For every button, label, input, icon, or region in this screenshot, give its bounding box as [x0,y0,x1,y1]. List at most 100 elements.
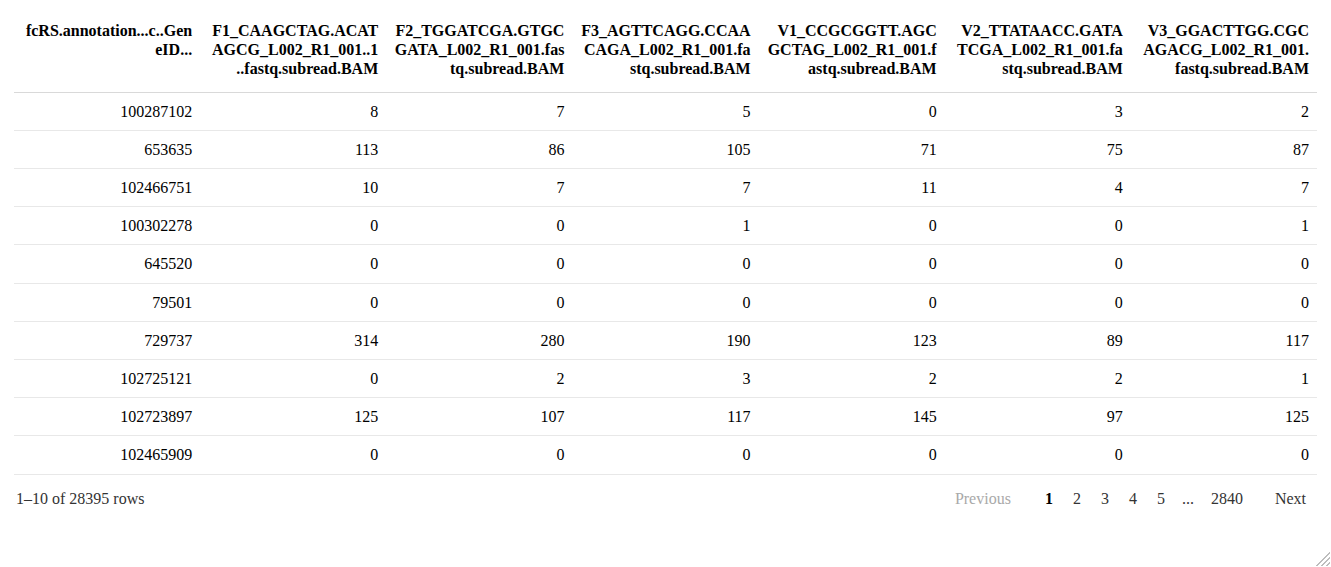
count-cell: 0 [386,436,572,474]
count-cell: 0 [572,283,758,321]
count-cell: 1 [1131,359,1317,397]
count-cell: 0 [386,207,572,245]
count-cell: 11 [759,169,945,207]
column-header-v1[interactable]: V1_CCGCGGTT.AGCGCTAG_L002_R1_001.fastq.s… [759,12,945,92]
table-row: 100287102 8 7 5 0 3 2 [14,92,1317,130]
count-cell: 190 [572,321,758,359]
count-cell: 0 [200,207,386,245]
page-button-1[interactable]: 1 [1036,485,1062,513]
count-cell: 4 [945,169,1131,207]
table-row: 102723897 125 107 117 145 97 125 [14,398,1317,436]
count-cell: 117 [572,398,758,436]
count-cell: 1 [1131,207,1317,245]
gene-id-cell: 729737 [14,321,200,359]
gene-id-cell: 100302278 [14,207,200,245]
count-cell: 0 [572,436,758,474]
count-cell: 7 [386,169,572,207]
page-button-2[interactable]: 2 [1064,485,1090,513]
count-cell: 7 [1131,169,1317,207]
table-row: 729737 314 280 190 123 89 117 [14,321,1317,359]
count-cell: 3 [572,359,758,397]
gene-id-cell: 102725121 [14,359,200,397]
count-cell: 280 [386,321,572,359]
count-cell: 107 [386,398,572,436]
count-cell: 123 [759,321,945,359]
column-header-f2[interactable]: F2_TGGATCGA.GTGCGATA_L002_R1_001.fastq.s… [386,12,572,92]
count-cell: 0 [1131,283,1317,321]
gene-id-cell: 102723897 [14,398,200,436]
table-body: 100287102 8 7 5 0 3 2 653635 113 86 105 … [14,92,1317,474]
count-cell: 0 [386,283,572,321]
count-cell: 0 [759,436,945,474]
count-cell: 125 [1131,398,1317,436]
count-cell: 2 [945,359,1131,397]
count-cell: 0 [200,436,386,474]
count-cell: 2 [1131,92,1317,130]
table-header: fcRS.annotation...c..GeneID... F1_CAAGCT… [14,12,1317,92]
count-cell: 0 [945,283,1131,321]
table-row: 102465909 0 0 0 0 0 0 [14,436,1317,474]
count-cell: 86 [386,130,572,168]
count-cell: 7 [386,92,572,130]
count-cell: 145 [759,398,945,436]
pagination: Previous 1 2 3 4 5 ... 2840 Next [944,485,1315,513]
count-cell: 0 [386,245,572,283]
page-button-last[interactable]: 2840 [1202,485,1252,513]
column-header-v3[interactable]: V3_GGACTTGG.CGCAGACG_L002_R1_001.fastq.s… [1131,12,1317,92]
count-cell: 2 [759,359,945,397]
column-header-f3[interactable]: F3_AGTTCAGG.CCAACAGA_L002_R1_001.fastq.s… [572,12,758,92]
count-cell: 97 [945,398,1131,436]
count-cell: 125 [200,398,386,436]
previous-page-button[interactable]: Previous [946,485,1020,513]
gene-counts-table: fcRS.annotation...c..GeneID... F1_CAAGCT… [14,12,1317,475]
count-cell: 10 [200,169,386,207]
page-button-4[interactable]: 4 [1120,485,1146,513]
count-cell: 0 [759,245,945,283]
count-cell: 3 [945,92,1131,130]
count-cell: 0 [1131,436,1317,474]
count-cell: 0 [759,92,945,130]
gene-id-cell: 102466751 [14,169,200,207]
page-info: 1–10 of 28395 rows [16,490,144,508]
page-button-5[interactable]: 5 [1148,485,1174,513]
count-cell: 7 [572,169,758,207]
gene-id-cell: 100287102 [14,92,200,130]
count-cell: 113 [200,130,386,168]
gene-id-cell: 79501 [14,283,200,321]
count-cell: 0 [1131,245,1317,283]
count-cell: 5 [572,92,758,130]
count-cell: 8 [200,92,386,130]
column-header-geneid[interactable]: fcRS.annotation...c..GeneID... [14,12,200,92]
table-row: 102725121 0 2 3 2 2 1 [14,359,1317,397]
count-cell: 2 [386,359,572,397]
count-cell: 71 [759,130,945,168]
next-page-button[interactable]: Next [1266,485,1315,513]
gene-id-cell: 653635 [14,130,200,168]
column-header-v2[interactable]: V2_TTATAACC.GATATCGA_L002_R1_001.fastq.s… [945,12,1131,92]
gene-id-cell: 645520 [14,245,200,283]
table-row: 79501 0 0 0 0 0 0 [14,283,1317,321]
count-cell: 1 [572,207,758,245]
table-row: 102466751 10 7 7 11 4 7 [14,169,1317,207]
count-cell: 0 [200,245,386,283]
count-cell: 75 [945,130,1131,168]
gene-counts-table-widget: fcRS.annotation...c..GeneID... F1_CAAGCT… [0,0,1331,567]
table-row: 645520 0 0 0 0 0 0 [14,245,1317,283]
count-cell: 105 [572,130,758,168]
pagination-ellipsis: ... [1176,485,1200,513]
count-cell: 87 [1131,130,1317,168]
count-cell: 0 [200,283,386,321]
count-cell: 0 [945,207,1131,245]
count-cell: 0 [945,436,1131,474]
resize-grip-icon[interactable] [1315,551,1330,566]
count-cell: 89 [945,321,1131,359]
page-button-3[interactable]: 3 [1092,485,1118,513]
gene-id-cell: 102465909 [14,436,200,474]
table-footer: 1–10 of 28395 rows Previous 1 2 3 4 5 ..… [14,475,1317,513]
count-cell: 0 [759,283,945,321]
count-cell: 314 [200,321,386,359]
column-header-f1[interactable]: F1_CAAGCTAG.ACATAGCG_L002_R1_001..1..fas… [200,12,386,92]
count-cell: 117 [1131,321,1317,359]
count-cell: 0 [759,207,945,245]
count-cell: 0 [572,245,758,283]
